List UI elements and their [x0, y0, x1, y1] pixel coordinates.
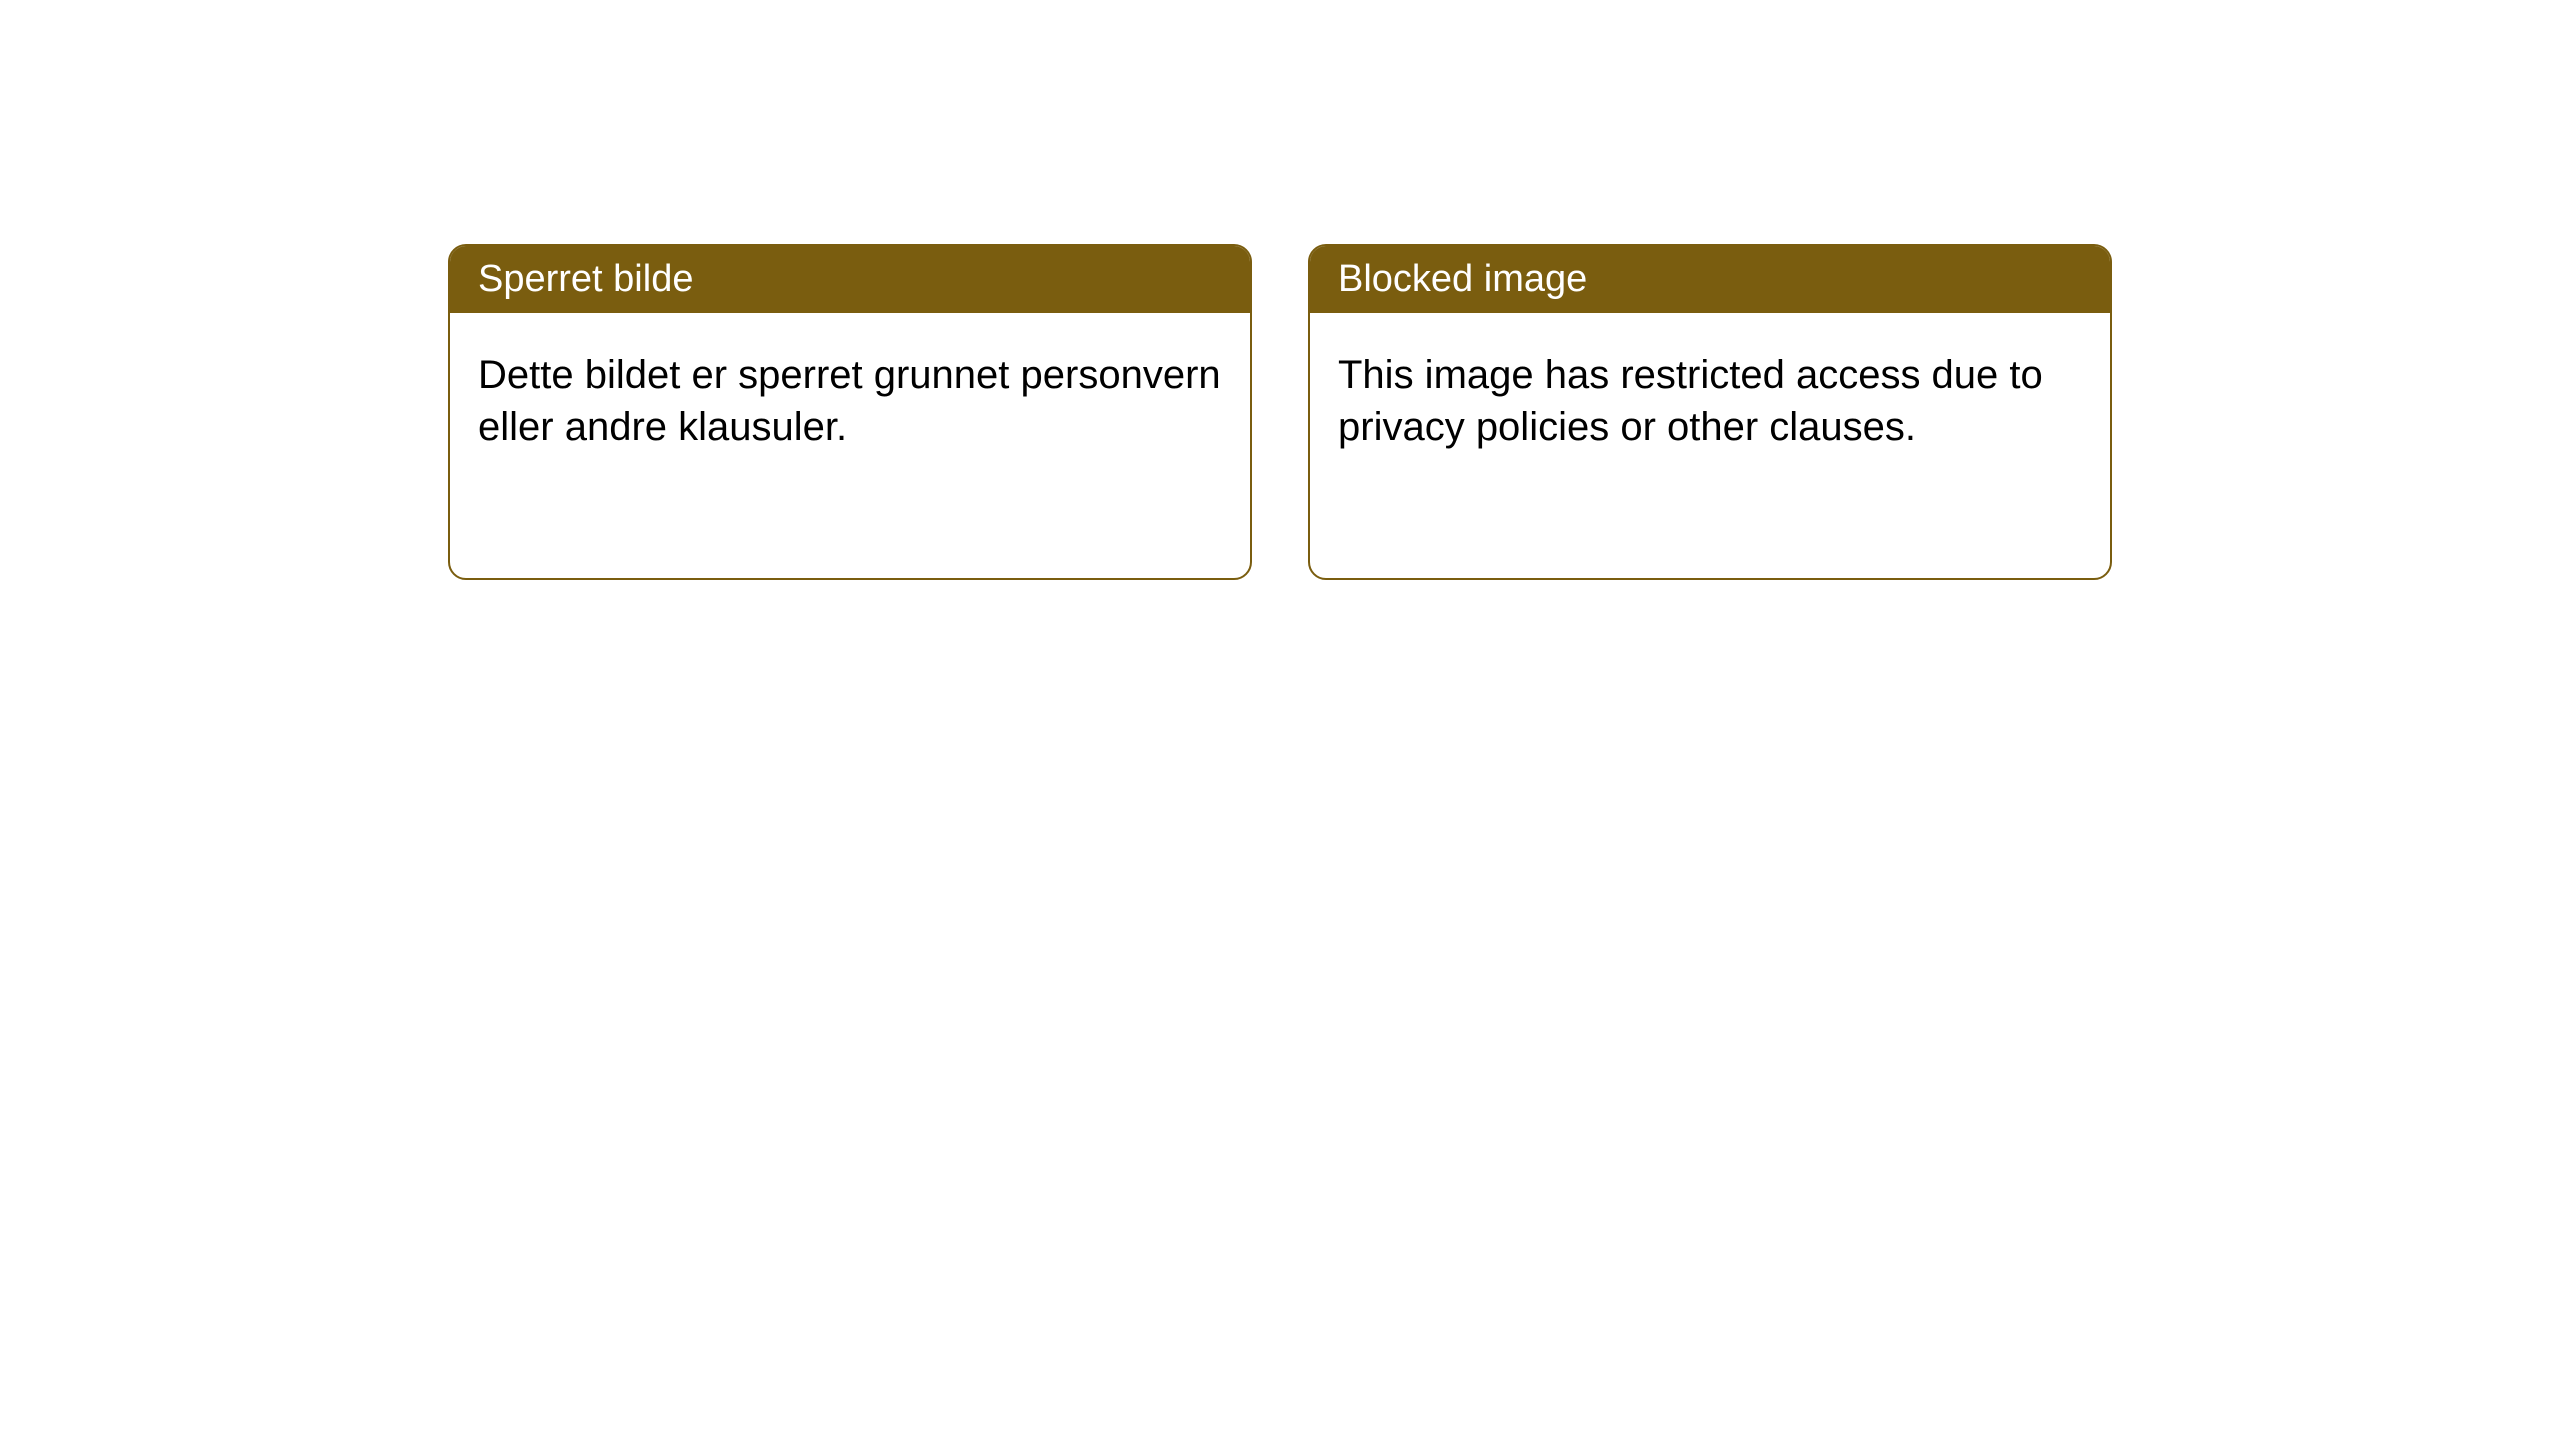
- card-message: Dette bildet er sperret grunnet personve…: [478, 353, 1221, 449]
- card-container: Sperret bilde Dette bildet er sperret gr…: [0, 0, 2560, 580]
- card-header: Blocked image: [1310, 246, 2110, 313]
- card-message: This image has restricted access due to …: [1338, 353, 2043, 449]
- card-title: Sperret bilde: [478, 258, 693, 300]
- card-header: Sperret bilde: [450, 246, 1250, 313]
- blocked-image-card-no: Sperret bilde Dette bildet er sperret gr…: [448, 244, 1252, 580]
- card-body: This image has restricted access due to …: [1310, 313, 2110, 489]
- card-body: Dette bildet er sperret grunnet personve…: [450, 313, 1250, 489]
- card-title: Blocked image: [1338, 258, 1587, 300]
- blocked-image-card-en: Blocked image This image has restricted …: [1308, 244, 2112, 580]
